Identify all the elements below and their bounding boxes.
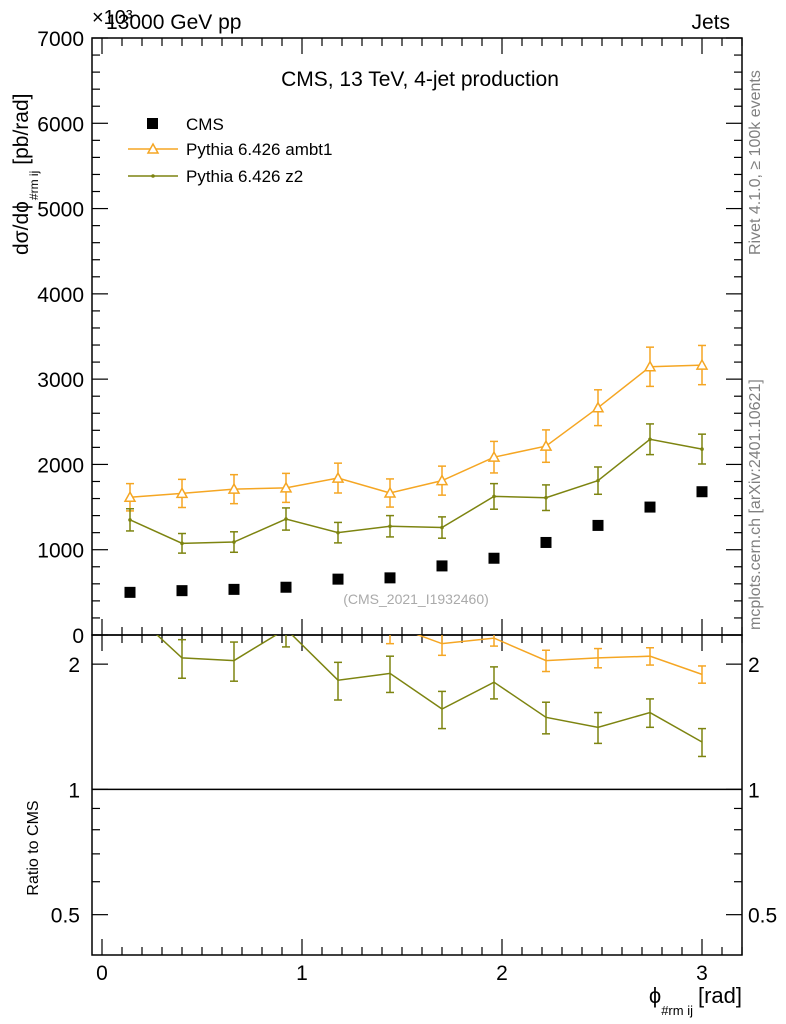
ambt1-point: [591, 401, 605, 413]
x-tick-label: 0: [96, 962, 108, 985]
ratio-tick-label: 2: [68, 654, 80, 677]
z2-point: [232, 540, 236, 544]
ratio-tick-label: 1: [68, 779, 80, 802]
ratio-tick-label-right: 1: [748, 779, 760, 802]
ambt1-point: [539, 439, 553, 451]
z2-point: [440, 525, 444, 530]
cms-point: [488, 552, 500, 564]
z2-point: [284, 517, 288, 521]
legend-label-cms: CMS: [186, 115, 224, 134]
z2-point: [180, 541, 184, 546]
x-tick-label: 3: [696, 962, 708, 985]
cms-point: [540, 536, 552, 548]
cms-point: [696, 486, 708, 498]
chart-title: CMS, 13 TeV, 4-jet production: [281, 68, 559, 91]
ratio-y-axis: 0.5 0.5 1 1 2 2: [51, 654, 777, 928]
cms-point: [436, 560, 448, 572]
z2-point: [128, 518, 132, 522]
x-axis-title: ϕ#rm ij [rad]: [649, 983, 742, 1018]
ambt1-point: [643, 360, 657, 372]
y-tick-label: 5000: [37, 199, 84, 222]
ambt1-point: [227, 482, 241, 494]
y-axis-title: dσ/dϕ#rm ij [pb/rad]: [10, 94, 41, 255]
analysis-watermark: (CMS_2021_I1932460): [343, 591, 489, 607]
ratio-x-axis: 0 1 2 3: [96, 635, 743, 985]
ratio-series-layer: [156, 635, 706, 758]
rivet-label: Rivet 4.1.0, ≥ 100k events: [747, 70, 764, 255]
y-tick-label: 1000: [37, 540, 84, 563]
y-axis-title-main: dσ/dϕ: [10, 201, 33, 255]
ambt1-line: [129, 364, 703, 499]
legend-label-ambt1: Pythia 6.426 ambt1: [186, 140, 332, 159]
z2-point: [648, 437, 652, 442]
ambt1-point: [123, 490, 137, 503]
ambt1-point: [383, 486, 397, 498]
main-series-layer: [123, 344, 709, 598]
y-tick-label-zero: 0: [72, 625, 84, 648]
cms-point: [592, 519, 604, 531]
process-label: Jets: [691, 11, 730, 34]
cms-point: [176, 585, 188, 597]
ambt1-point: [695, 358, 709, 370]
x-axis-title-sub: #rm ij: [661, 1003, 693, 1018]
ambt1-point: [487, 450, 501, 462]
x-axis-title-unit: [rad]: [698, 983, 742, 1008]
x-tick-label: 2: [496, 962, 508, 985]
ratio-frame: [91, 634, 743, 956]
z2-point: [596, 478, 600, 483]
legend-marker-cms: [147, 118, 158, 129]
x-tick-label: 1: [296, 962, 308, 985]
legend-marker-z2: [151, 174, 155, 178]
cms-point: [280, 581, 292, 593]
ratio-tick-label: 0.5: [51, 905, 80, 928]
z2-point: [492, 494, 496, 499]
z2-point: [700, 447, 704, 451]
y-tick-label: 6000: [37, 113, 84, 136]
exponent-label: ×10³: [92, 7, 133, 29]
z2-ratio-line: [156, 635, 703, 743]
beam-label: 13000 GeV pp: [106, 11, 241, 34]
z2-line: [129, 438, 703, 545]
y-axis-title-unit: [pb/rad]: [10, 94, 33, 165]
y-tick-label: 7000: [37, 28, 84, 51]
ratio-axis-title: Ratio to CMS: [25, 800, 42, 895]
main-y-axis: 0 1000 2000 3000 4000 5000 6000 7000: [37, 28, 742, 648]
ratio-tick-label-right: 0.5: [748, 905, 777, 928]
ratio-tick-label-right: 2: [748, 654, 760, 677]
ambt1-point: [435, 474, 449, 486]
cms-point: [332, 573, 344, 585]
cms-point: [124, 586, 136, 598]
y-axis-title-sub: #rm ij: [27, 171, 41, 200]
svg-text:dσ/dϕ#rm ij[pb/rad]: dσ/dϕ#rm ij [pb/rad]: [10, 94, 41, 255]
z2-point: [544, 495, 548, 500]
y-tick-label: 3000: [37, 369, 84, 392]
legend-marker-ambt1: [146, 142, 160, 154]
cms-point: [384, 572, 396, 584]
ambt1-point: [279, 481, 293, 493]
y-tick-label: 4000: [37, 284, 84, 307]
ambt1-point: [175, 486, 189, 499]
main-x-axis: [101, 38, 743, 635]
z2-point: [336, 530, 340, 535]
ambt1-point: [331, 471, 345, 483]
legend: CMS Pythia 6.426 ambt1 Pythia 6.426 z2: [128, 115, 332, 186]
mcplots-label: mcplots.cern.ch [arXiv:2401.10621]: [747, 379, 764, 630]
y-tick-label: 2000: [37, 454, 84, 477]
ambt1-ratio-line: [416, 635, 703, 676]
cms-point: [644, 501, 656, 513]
x-axis-title-main: ϕ: [649, 983, 661, 1008]
z2-point: [388, 524, 392, 529]
cms-point: [228, 583, 240, 595]
legend-label-z2: Pythia 6.426 z2: [186, 167, 303, 186]
